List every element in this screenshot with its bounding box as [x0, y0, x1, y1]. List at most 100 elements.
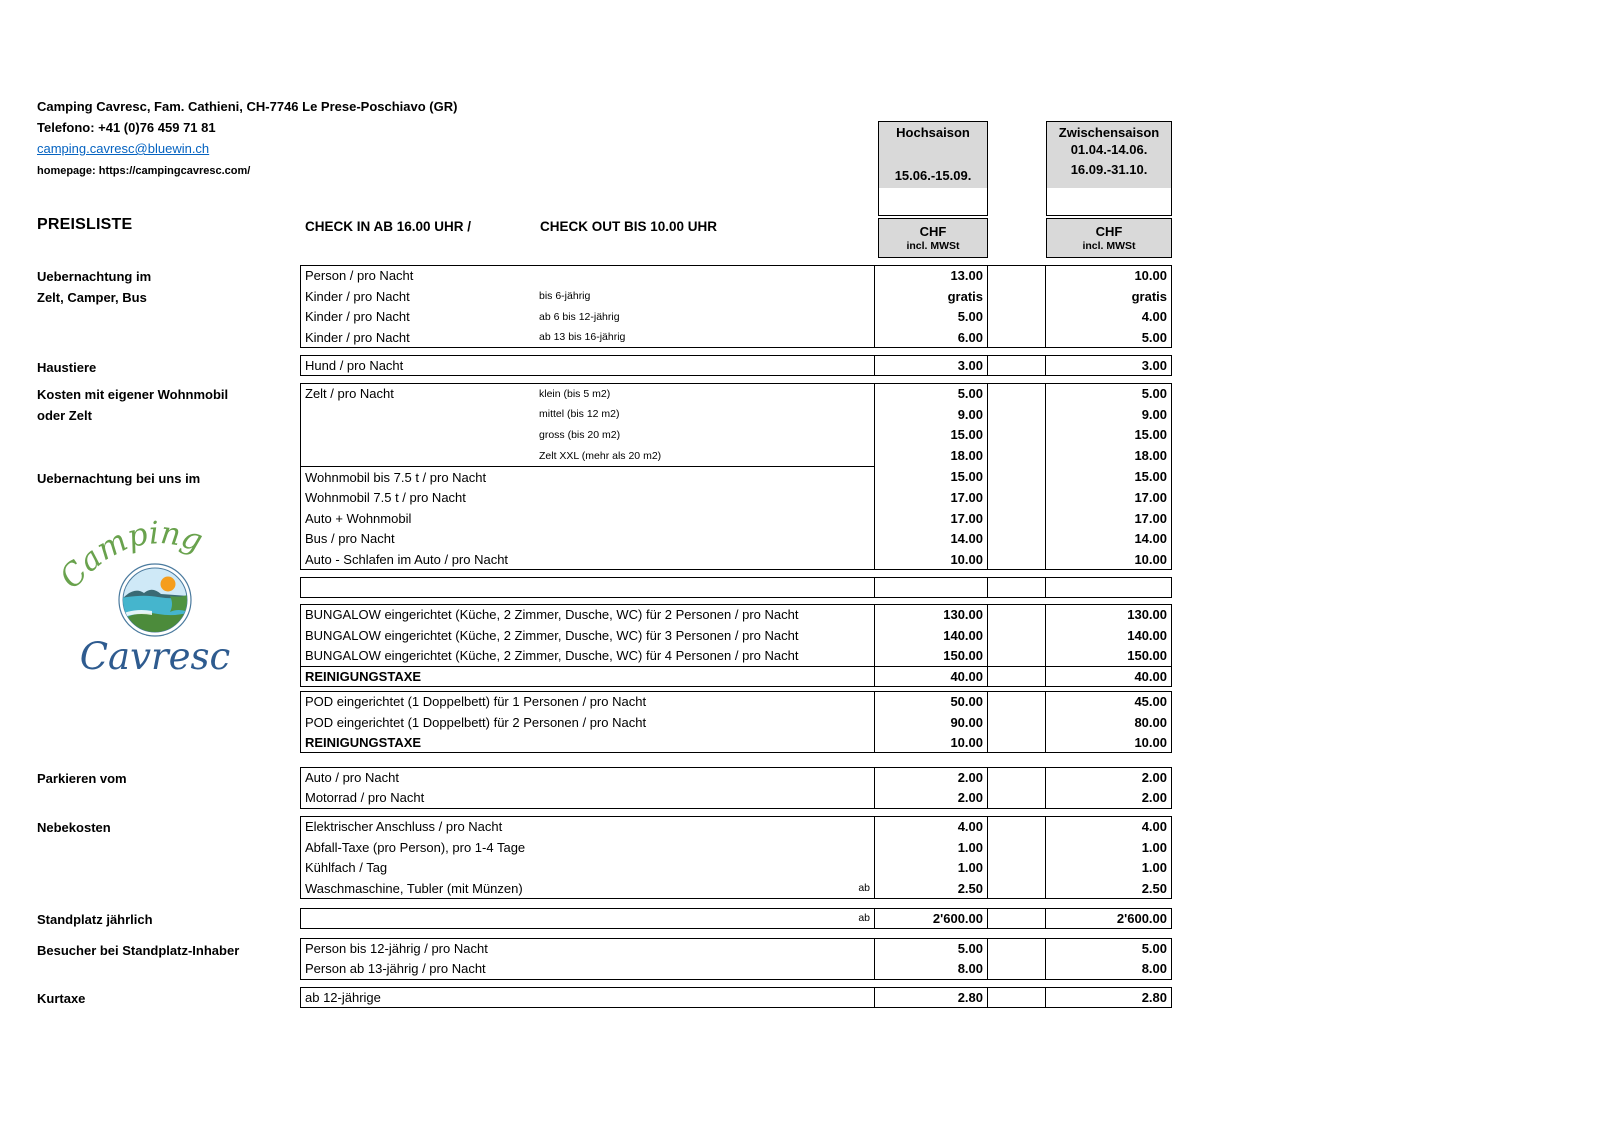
section-label-line: Standplatz jährlich [37, 912, 153, 927]
item-label: REINIGUNGSTAXE [305, 669, 422, 685]
item-label: Wohnmobil 7.5 t / pro Nacht [305, 489, 466, 505]
description-cell: Zelt XXL (mehr als 20 m2) [300, 445, 875, 467]
logo-landscape-icon [118, 563, 192, 637]
spacer-cell [988, 487, 1045, 508]
spacer-cell [988, 987, 1045, 1008]
item-label: POD eingerichtet (1 Doppelbett) für 1 Pe… [305, 694, 647, 710]
item-label: BUNGALOW eingerichtet (Küche, 2 Zimmer, … [305, 607, 799, 623]
table-group-besucher: Person bis 12-jährig / pro Nacht 5.00 5.00… [300, 938, 1172, 980]
section-label-standplatz: Standplatz jährlich [37, 909, 153, 930]
section-label-line: Nebekosten [37, 820, 111, 835]
item-label: Elektrischer Anschluss / pro Nacht [305, 819, 503, 835]
spacer-cell [988, 666, 1045, 688]
description-cell [300, 577, 875, 598]
table-row: Hund / pro Nacht 3.00 3.00 [300, 355, 1172, 376]
item-label: ab 12-jährige [305, 989, 381, 1005]
item-detail-label: gross (bis 20 m2) [539, 428, 621, 441]
spacer-cell [988, 604, 1045, 625]
price-hochsaison-cell: 1.00 [875, 836, 988, 858]
description-cell: Elektrischer Anschluss / pro Nacht [300, 816, 875, 837]
spacer-cell [988, 265, 1045, 286]
table-row: gross (bis 20 m2) 15.00 15.00 [300, 424, 1172, 446]
item-label: BUNGALOW eingerichtet (Küche, 2 Zimmer, … [305, 648, 799, 664]
description-cell: ab 12-jährige [300, 987, 875, 1008]
price-hochsaison-cell: 10.00 [875, 549, 988, 571]
price-zwischensaison-cell: gratis [1045, 285, 1172, 307]
section-label-line: Uebernachtung im [37, 269, 152, 284]
section-label-uebernachtung-bei-uns: Uebernachtung bei uns im [37, 468, 200, 489]
section-label-nebekosten: Nebekosten [37, 817, 111, 838]
price-hochsaison-cell: 5.00 [875, 306, 988, 328]
description-cell: Wohnmobil bis 7.5 t / pro Nacht [300, 466, 875, 487]
price-zwischensaison-cell: 9.00 [1045, 403, 1172, 425]
description-cell: POD eingerichtet (1 Doppelbett) für 1 Pe… [300, 691, 875, 712]
logo-right-hill [170, 594, 187, 612]
item-label: Kinder / pro Nacht [305, 288, 410, 304]
spacer-cell [988, 959, 1045, 980]
table-row: Kinder / pro Nacht ab 6 bis 12-jährig 5.00… [300, 306, 1172, 328]
from-prefix-label: ab [858, 882, 870, 895]
price-zwischensaison-cell: 17.00 [1045, 507, 1172, 529]
table-row: Auto + Wohnmobil 17.00 17.00 [300, 507, 1172, 529]
section-label-kosten-eigene: Kosten mit eigener Wohnmobil oder Zelt [37, 384, 228, 426]
price-zwischensaison-cell: 18.00 [1045, 445, 1172, 467]
company-phone: Telefono: +41 (0)76 459 71 81 [37, 120, 216, 135]
price-hochsaison-cell: 17.00 [875, 507, 988, 529]
description-cell: Waschmaschine, Tubler (mit Münzen) ab [300, 878, 875, 900]
table-row: Kinder / pro Nacht ab 13 bis 16-jährig 6.0… [300, 327, 1172, 349]
price-zwischensaison-cell: 2'600.00 [1045, 908, 1172, 929]
item-label: Person ab 13-jährig / pro Nacht [305, 961, 486, 977]
email-link[interactable]: camping.cavresc@bluewin.ch [37, 141, 210, 156]
spacer-cell [988, 858, 1045, 879]
price-zwischensaison-cell: 45.00 [1045, 691, 1172, 712]
currency-label: CHF [919, 224, 947, 239]
table-row: Person bis 12-jährig / pro Nacht 5.00 5.00 [300, 938, 1172, 959]
vat-label: incl. MWSt [906, 240, 960, 252]
price-hochsaison-cell: 4.00 [875, 816, 988, 837]
price-hochsaison-cell: gratis [875, 285, 988, 307]
company-header: Camping Cavresc, Fam. Cathieni, CH-7746 … [37, 96, 457, 182]
price-zwischensaison-cell: 40.00 [1045, 666, 1172, 688]
table-row: Wohnmobil bis 7.5 t / pro Nacht 15.00 15.0… [300, 466, 1172, 487]
spacer-cell [988, 908, 1045, 929]
spacer-cell [988, 733, 1045, 754]
description-cell: Auto - Schlafen im Auto / pro Nacht [300, 549, 875, 571]
table-row: ab 12-jährige 2.80 2.80 [300, 987, 1172, 1008]
item-label: Wohnmobil bis 7.5 t / pro Nacht [305, 469, 487, 485]
table-group-parkieren: Auto / pro Nacht 2.00 2.00 Motorrad / pro N… [300, 767, 1172, 809]
item-label: Zelt / pro Nacht [305, 386, 394, 402]
price-zwischensaison-cell: 15.00 [1045, 424, 1172, 446]
price-hochsaison-cell: 8.00 [875, 958, 988, 980]
table-row: Zelt XXL (mehr als 20 m2) 18.00 18.00 [300, 445, 1172, 467]
item-detail-label: Zelt XXL (mehr als 20 m2) [539, 449, 662, 462]
price-hochsaison-cell: 2.80 [875, 987, 988, 1008]
spacer-cell [988, 508, 1045, 529]
logo-word-bottom: Cavresc [80, 635, 231, 678]
spacer-cell [988, 549, 1045, 571]
spacer-cell [988, 878, 1045, 900]
section-label-line: Uebernachtung bei uns im [37, 471, 201, 486]
price-zwischensaison-cell: 10.00 [1045, 732, 1172, 754]
table-row: REINIGUNGSTAXE 40.00 40.00 [300, 666, 1172, 688]
section-label-uebernachtung-zelt: Uebernachtung im Zelt, Camper, Bus [37, 266, 151, 308]
price-zwischensaison-cell: 1.00 [1045, 857, 1172, 879]
description-cell: REINIGUNGSTAXE [300, 732, 875, 754]
description-cell: Auto / pro Nacht [300, 767, 875, 788]
price-zwischensaison-cell: 10.00 [1045, 549, 1172, 571]
item-label: Bus / pro Nacht [305, 531, 395, 547]
price-zwischensaison-cell: 1.00 [1045, 836, 1172, 858]
price-zwischensaison-cell: 17.00 [1045, 486, 1172, 508]
price-hochsaison-cell: 10.00 [875, 732, 988, 754]
spacer-cell [988, 712, 1045, 733]
spacer-cell [988, 691, 1045, 712]
price-hochsaison-cell: 5.00 [875, 938, 988, 959]
checkout-text: CHECK OUT BIS 10.00 UHR [540, 219, 718, 234]
price-zwischensaison-cell: 150.00 [1045, 645, 1172, 667]
item-label: Kühlfach / Tag [305, 860, 388, 876]
spacer-cell [988, 355, 1045, 376]
spacer-cell [988, 816, 1045, 837]
description-cell: POD eingerichtet (1 Doppelbett) für 2 Pe… [300, 711, 875, 733]
page-title: PREISLISTE [37, 216, 133, 233]
table-row: Bus / pro Nacht 14.00 14.00 [300, 528, 1172, 550]
